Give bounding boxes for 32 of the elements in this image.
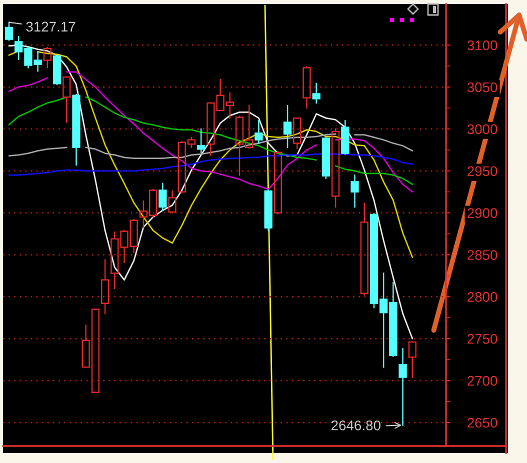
y-tick-label: 2900 xyxy=(468,208,498,218)
y-tick-label: 2700 xyxy=(468,376,498,386)
candlestick xyxy=(283,104,292,148)
candlestick xyxy=(350,174,359,208)
y-tick-label: 3050 xyxy=(467,82,498,92)
candlestick xyxy=(293,117,302,149)
candlestick xyxy=(254,120,263,144)
candlestick xyxy=(312,83,320,104)
candlestick xyxy=(168,190,176,214)
candlestick xyxy=(100,259,110,314)
y-tick-label: 3100 xyxy=(467,40,498,50)
candlestick xyxy=(398,348,407,426)
candlestick xyxy=(72,94,80,166)
candlestick xyxy=(331,128,340,208)
candlestick xyxy=(341,120,350,155)
line-series xyxy=(8,153,414,176)
annotation: 2646.80 xyxy=(331,420,380,430)
candlestick xyxy=(158,182,167,211)
candlestick xyxy=(197,128,206,154)
y-tick-label: 3000 xyxy=(467,124,498,134)
candlestick xyxy=(360,202,368,296)
y-tick-label: 2800 xyxy=(468,292,498,302)
candlestick xyxy=(274,150,282,214)
y-tick-label: 2750 xyxy=(468,334,498,344)
y-tick-label: 2650 xyxy=(468,418,498,428)
candlestick xyxy=(408,341,416,378)
y-tick-label: 2950 xyxy=(468,166,498,176)
candlestick xyxy=(264,190,272,232)
y-tick-label: 2850 xyxy=(468,250,498,260)
annotation: 3127.17 xyxy=(26,22,76,32)
candlestick xyxy=(62,76,71,123)
candlestick xyxy=(302,66,311,109)
